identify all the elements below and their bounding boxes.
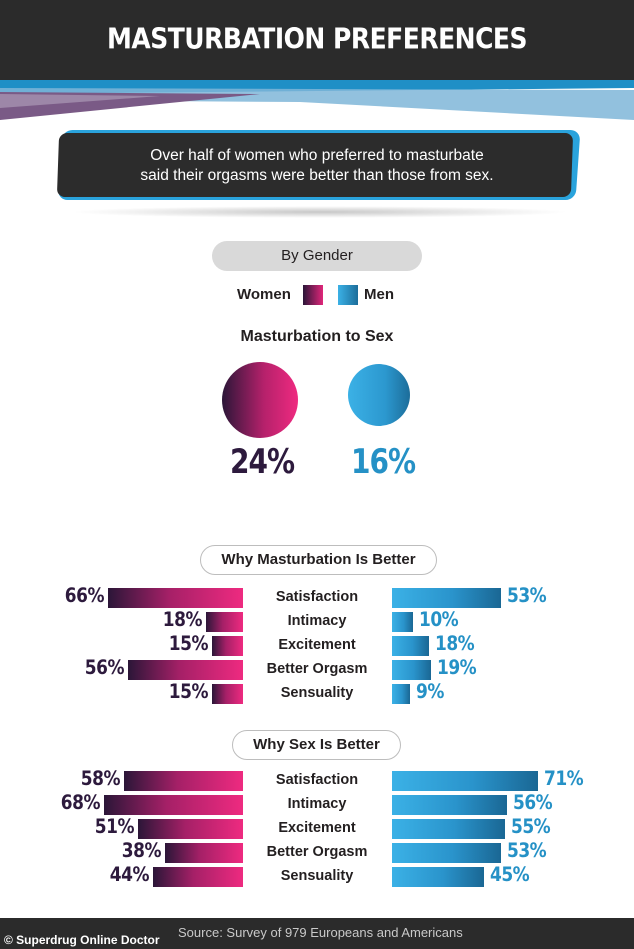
men-bar (392, 795, 507, 815)
men-value-label: 10% (419, 608, 459, 632)
women-bubble-label: 24% (229, 441, 295, 482)
women-bar (165, 843, 243, 863)
men-value-label: 53% (507, 839, 547, 863)
category-label: Intimacy (287, 796, 347, 812)
bar-row: 51% Excitement 55% (0, 815, 634, 839)
category-label: Better Orgasm (266, 844, 368, 860)
women-bar (138, 819, 243, 839)
bar-row: 44% Sensuality 45% (0, 863, 634, 887)
category-label: Intimacy (287, 613, 347, 629)
women-value-label: 44% (109, 863, 150, 887)
men-bubble (348, 364, 410, 426)
why-sex-title: Why Sex Is Better (232, 730, 401, 760)
men-value-label: 53% (507, 584, 547, 608)
decorative-wedges (0, 80, 634, 120)
quote-line-2: said their orgasms were better than thos… (140, 167, 494, 184)
legend-men-label: Men (364, 286, 394, 303)
men-bar (392, 771, 538, 791)
women-bar (212, 684, 243, 704)
women-value-label: 38% (121, 839, 162, 863)
men-value-label: 45% (490, 863, 530, 887)
men-bar (392, 588, 501, 608)
women-bar (124, 771, 243, 791)
bar-row: 38% Better Orgasm 53% (0, 839, 634, 863)
men-bar (392, 684, 410, 704)
men-bar (392, 612, 413, 632)
women-value-label: 15% (168, 632, 209, 656)
bar-row: 15% Sensuality 9% (0, 680, 634, 704)
header-banner (0, 0, 634, 82)
women-value-label: 15% (168, 680, 209, 704)
men-bar (392, 867, 484, 887)
bar-row: 15% Excitement 18% (0, 632, 634, 656)
bubble-chart-title: Masturbation to Sex (240, 328, 394, 345)
women-bar (104, 795, 243, 815)
men-bar (392, 660, 431, 680)
bar-row: 18% Intimacy 10% (0, 608, 634, 632)
men-value-label: 71% (544, 767, 584, 791)
footer-bar (0, 918, 634, 949)
bar-row: 58% Satisfaction 71% (0, 767, 634, 791)
category-label: Excitement (278, 820, 356, 836)
legend-women-swatch (303, 285, 323, 305)
bar-row: 68% Intimacy 56% (0, 791, 634, 815)
category-label: Excitement (278, 637, 356, 653)
women-value-label: 68% (60, 791, 101, 815)
why-masturbation-title: Why Masturbation Is Better (200, 545, 437, 575)
women-value-label: 51% (94, 815, 135, 839)
men-value-label: 18% (435, 632, 475, 656)
page-title: MASTURBATION PREFERENCES (106, 21, 528, 56)
women-value-label: 66% (64, 584, 105, 608)
women-bubble (222, 362, 298, 438)
women-value-label: 58% (80, 767, 121, 791)
women-value-label: 56% (84, 656, 125, 680)
quote-line-1: Over half of women who preferred to mast… (150, 147, 484, 164)
women-bar (153, 867, 243, 887)
men-bar (392, 843, 501, 863)
legend-women-label: Women (237, 286, 291, 303)
women-bar (206, 612, 243, 632)
bar-row: 66% Satisfaction 53% (0, 584, 634, 608)
men-bar (392, 819, 505, 839)
women-bar (108, 588, 243, 608)
by-gender-pill: By Gender (212, 241, 422, 271)
category-label: Satisfaction (275, 589, 359, 605)
quote-shadow (70, 206, 570, 218)
men-bubble-label: 16% (350, 441, 416, 482)
men-value-label: 19% (437, 656, 477, 680)
men-value-label: 55% (511, 815, 551, 839)
women-bar (128, 660, 243, 680)
bar-row: 56% Better Orgasm 19% (0, 656, 634, 680)
men-value-label: 56% (513, 791, 553, 815)
men-value-label: 9% (416, 680, 444, 704)
category-label: Better Orgasm (266, 661, 368, 677)
women-bar (212, 636, 243, 656)
category-label: Satisfaction (275, 772, 359, 788)
men-bar (392, 636, 429, 656)
legend-men-swatch (338, 285, 358, 305)
source-text: Source: Survey of 979 Europeans and Amer… (178, 925, 463, 940)
quote-text: Over half of women who preferred to mast… (80, 146, 554, 186)
women-value-label: 18% (162, 608, 203, 632)
category-label: Sensuality (280, 868, 354, 884)
category-label: Sensuality (280, 685, 354, 701)
credit-text: © Superdrug Online Doctor (4, 933, 160, 947)
